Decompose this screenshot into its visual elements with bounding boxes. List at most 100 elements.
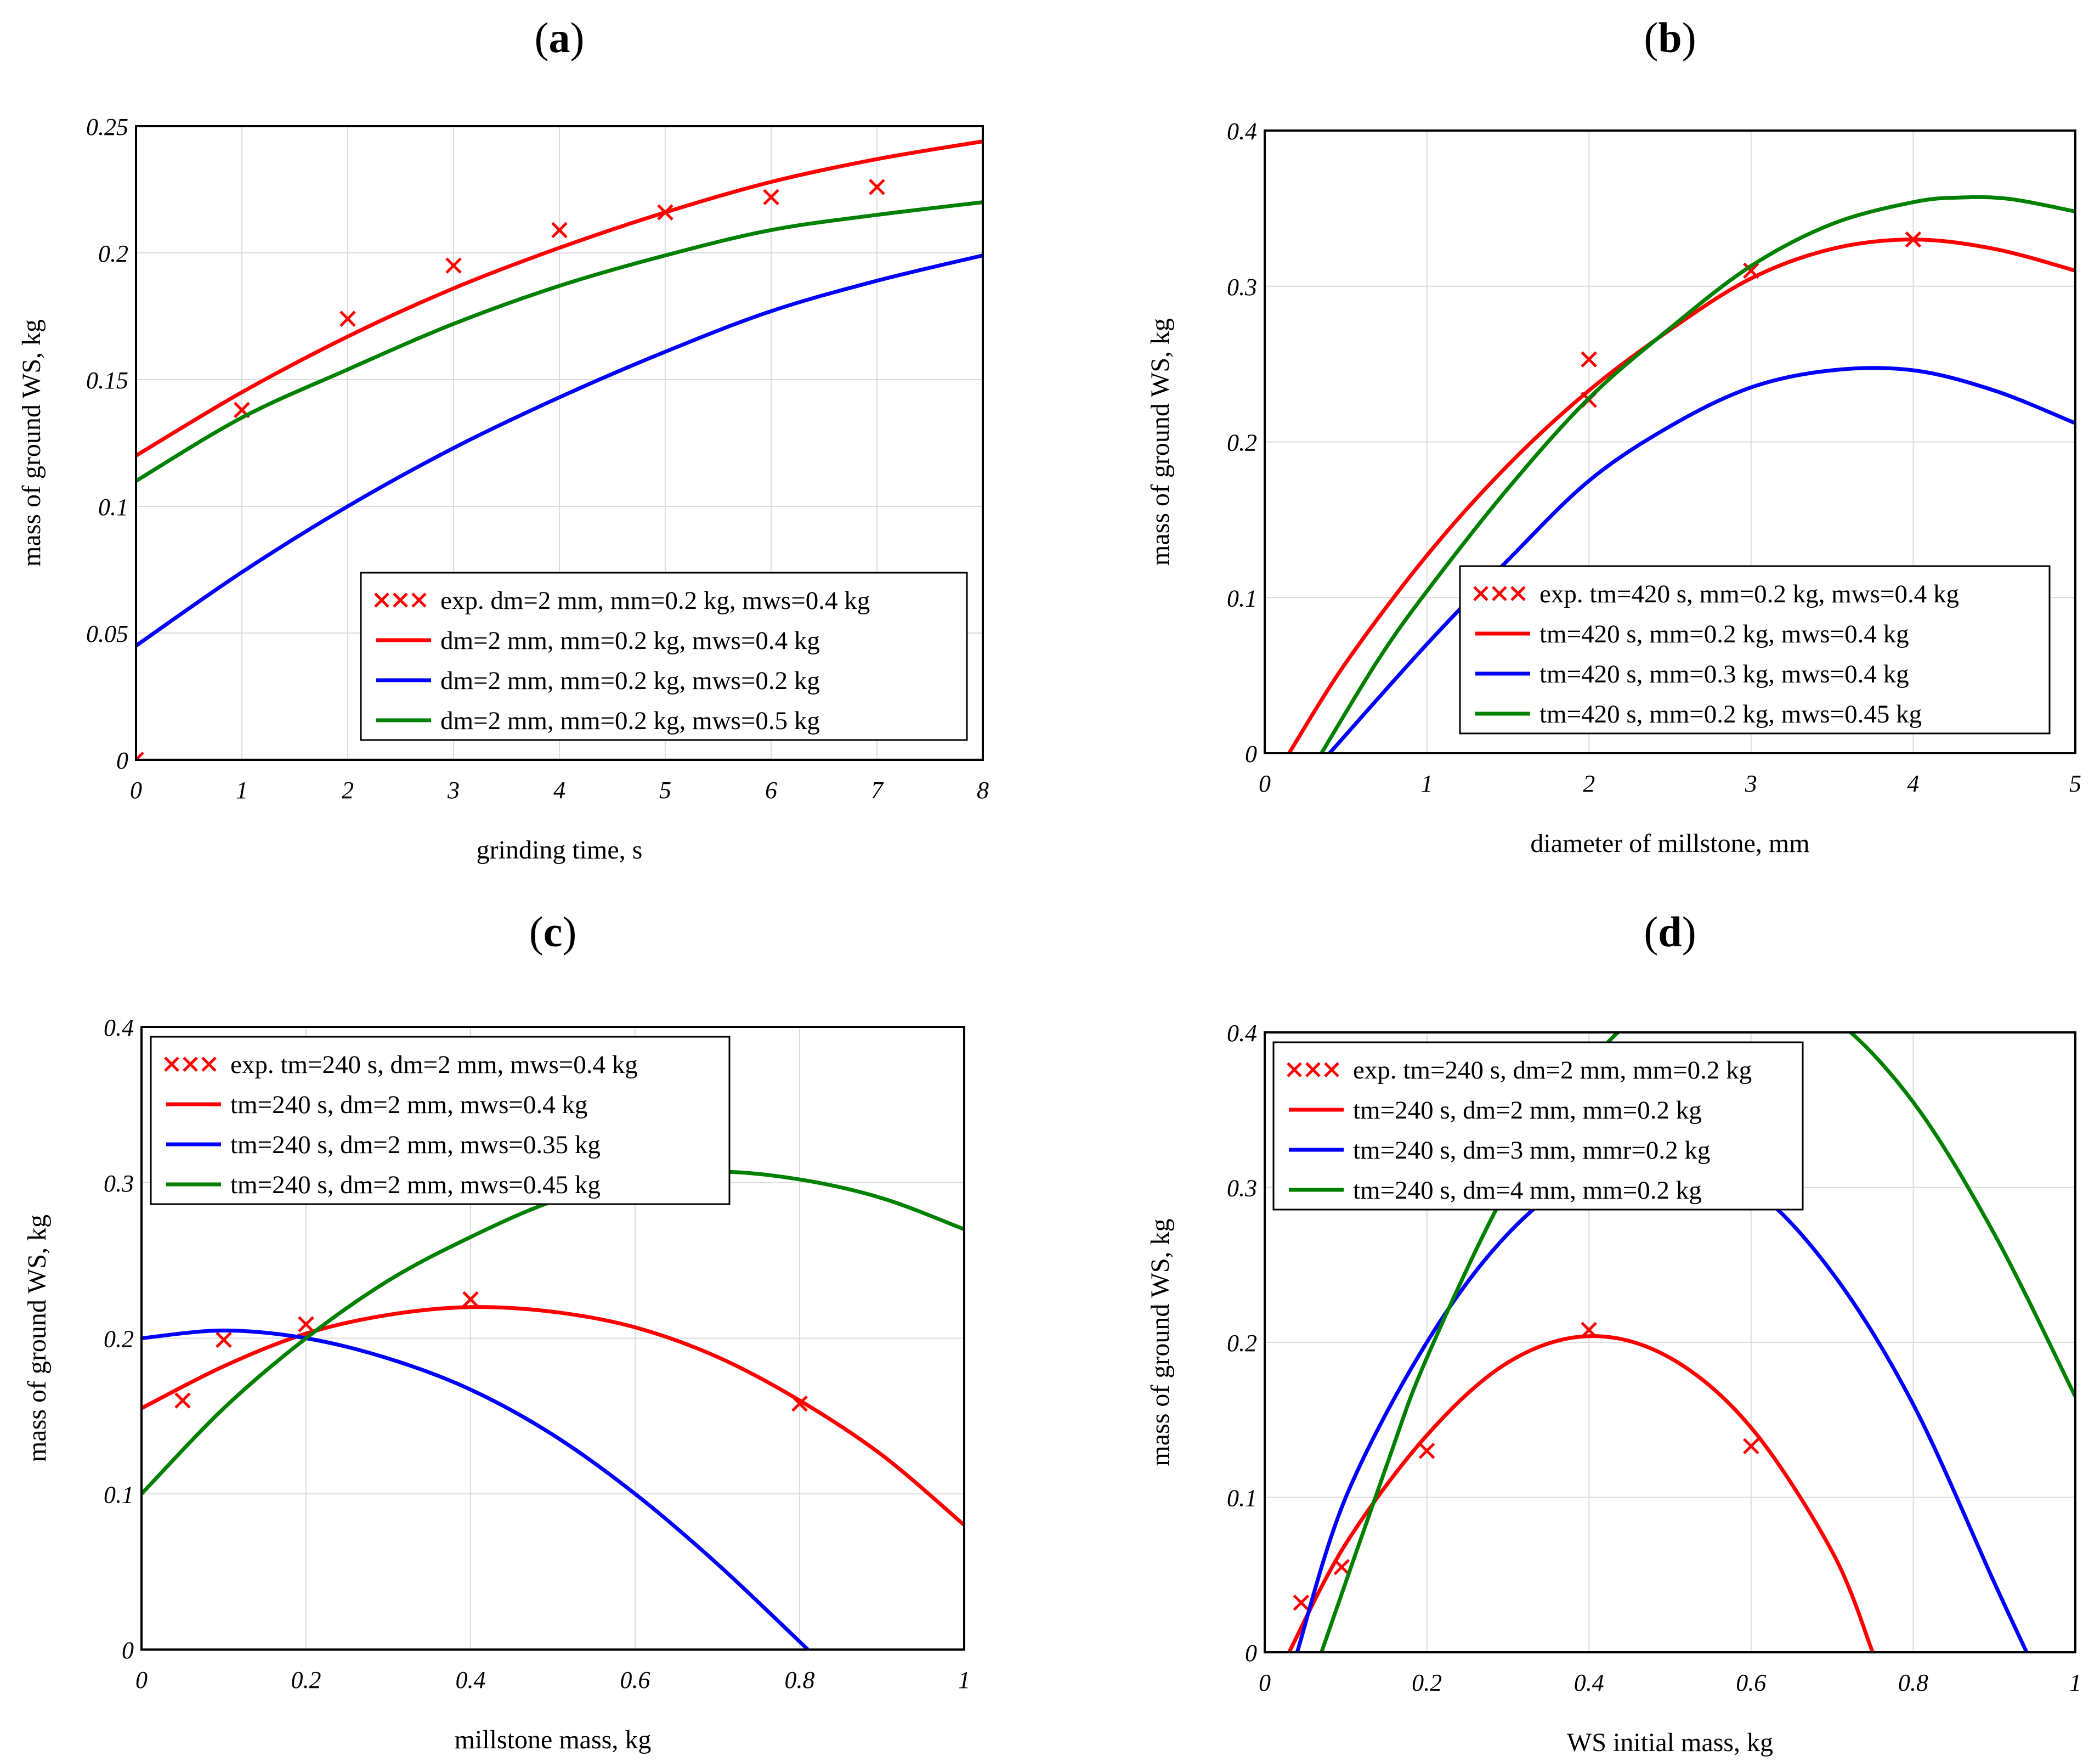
x-tick-label: 8	[977, 777, 989, 804]
legend-entry-label: tm=240 s, dm=4 mm, mm=0.2 kg	[1353, 1176, 1702, 1205]
data-point-marker	[1581, 351, 1597, 368]
legend-entry-label: exp. tm=240 s, dm=2 mm, mm=0.2 kg	[1353, 1056, 1752, 1085]
legend-swatch	[374, 592, 427, 608]
plot-frame	[1264, 1031, 2076, 1653]
data-point-marker	[763, 189, 779, 206]
y-tick-label: 0.25	[86, 114, 128, 140]
legend-box	[1272, 1041, 1804, 1211]
panel-letter: a	[549, 14, 570, 61]
x-tick-label: 3	[1745, 770, 1757, 797]
legend-entry-label: tm=240 s, dm=2 mm, mm=0.2 kg	[1353, 1096, 1702, 1125]
y-tick-label: 0.2	[104, 1326, 134, 1353]
legend-entry-label: exp. tm=420 s, mm=0.2 kg, mws=0.4 kg	[1539, 580, 1959, 608]
y-tick-label: 0.4	[1227, 1020, 1257, 1047]
legend-box	[1459, 565, 2051, 735]
x-axis-label: WS initial mass, kg	[1567, 1728, 1773, 1757]
legend-box	[360, 572, 968, 741]
y-tick-label: 0.1	[104, 1481, 134, 1508]
y-tick-label: 0.3	[1227, 274, 1257, 301]
data-point-marker	[1418, 1442, 1435, 1459]
legend: exp. dm=2 mm, mm=0.2 kg, mws=0.4 kg dm=2 …	[360, 572, 968, 741]
panel-title: (c)	[529, 908, 577, 956]
plot-frame	[1264, 129, 2076, 754]
legend: exp. tm=240 s, dm=2 mm, mws=0.4 kg tm=240…	[150, 1036, 731, 1205]
legend-entry-label: tm=420 s, mm=0.2 kg, mws=0.4 kg	[1539, 620, 1909, 648]
x-tick-label: 1	[236, 777, 248, 804]
y-tick-label: 0	[1245, 741, 1257, 767]
legend-entry-label: exp. tm=240 s, dm=2 mm, mws=0.4 kg	[230, 1051, 638, 1079]
y-tick-label: 0.4	[1227, 118, 1257, 145]
y-axis-label: mass of ground WS, kg	[1146, 1218, 1175, 1466]
x-tick-label: 5	[659, 777, 671, 804]
legend-entry-label: dm=2 mm, mm=0.2 kg, mws=0.2 kg	[440, 667, 820, 695]
series-line-red	[136, 139, 983, 458]
panel-letter: b	[1658, 14, 1682, 61]
legend-entry-label: tm=420 s, mm=0.3 kg, mws=0.4 kg	[1539, 660, 1909, 688]
x-tick-label: 0.8	[1898, 1669, 1928, 1696]
x-axis-label: millstone mass, kg	[455, 1725, 652, 1754]
series-line-green	[1320, 195, 2075, 753]
y-axis-label: mass of ground WS, kg	[22, 1215, 52, 1462]
y-tick-label: 0.1	[1227, 1485, 1257, 1512]
panel-title: (a)	[535, 14, 585, 61]
legend: exp. tm=420 s, mm=0.2 kg, mws=0.4 kg tm=4…	[1459, 565, 2051, 735]
legend: exp. tm=240 s, dm=2 mm, mm=0.2 kg tm=240 …	[1272, 1041, 1804, 1211]
data-point-marker	[136, 752, 144, 760]
data-point-marker	[462, 1291, 479, 1308]
y-tick-label: 0	[116, 747, 128, 774]
legend-entry-label: tm=240 s, dm=2 mm, mws=0.45 kg	[230, 1171, 601, 1199]
data-point-marker	[1333, 1558, 1350, 1575]
x-axis-label: diameter of millstone, mm	[1530, 829, 1809, 858]
panel-letter: d	[1658, 908, 1682, 956]
series-line-green	[136, 200, 983, 483]
legend-entry-label: tm=240 s, dm=3 mm, mmr=0.2 kg	[1353, 1136, 1710, 1165]
y-tick-label: 0.3	[1227, 1175, 1257, 1202]
y-tick-label: 0.05	[86, 620, 128, 647]
series-line-red	[141, 1305, 964, 1527]
panel-d: (d) 0 0.2 0.4 0.6 0.8 1 0 0.1 0.2 0.3 0.4 WS initial…	[1146, 908, 2081, 1757]
x-tick-label: 2	[342, 777, 354, 804]
series-line-blue	[136, 253, 983, 647]
y-axis-label: mass of ground WS, kg	[17, 319, 46, 567]
legend-swatch	[1473, 586, 1526, 601]
series-line-blue	[141, 1328, 810, 1650]
legend-entry-label: tm=240 s, dm=2 mm, mws=0.4 kg	[230, 1091, 587, 1119]
series-line-green	[1320, 1032, 2075, 1652]
legend-entry-label: tm=420 s, mm=0.2 kg, mws=0.45 kg	[1539, 700, 1922, 728]
plot-area	[136, 139, 983, 760]
series-line-blue	[1328, 366, 2075, 753]
y-tick-label: 0	[122, 1637, 134, 1664]
y-axis-label: mass of ground WS, kg	[1146, 318, 1175, 566]
data-point-marker	[1743, 1438, 1759, 1455]
panel-b: (b) 0 1 2 3 4 5 0 0.1 0.2 0.3 0.4 diameter of millst…	[1146, 14, 2081, 858]
x-tick-label: 2	[1583, 770, 1595, 797]
legend-entry-label: dm=2 mm, mm=0.2 kg, mws=0.4 kg	[440, 626, 820, 655]
x-tick-label: 0	[135, 1667, 148, 1693]
panel-c: (c) 0 0.2 0.4 0.6 0.8 1 0 0.1 0.2 0.3 0.4 millstone …	[22, 908, 970, 1754]
data-point-marker	[298, 1316, 314, 1332]
data-point-marker	[1293, 1594, 1310, 1611]
panel-title: (b)	[1644, 14, 1696, 61]
panel-a: (a) 0 1 2 3 4 5 6 7 8 0 0.05 0.1 0.15 0.2 0.25 grinding …	[17, 14, 989, 865]
x-tick-label: 7	[871, 777, 884, 804]
data-point-marker	[339, 310, 356, 327]
panel-letter: c	[544, 908, 563, 956]
y-tick-label: 0.1	[98, 494, 128, 521]
data-point-marker	[174, 1392, 191, 1409]
plot-area	[1287, 195, 2075, 753]
y-tick-label: 0.2	[1227, 1330, 1257, 1357]
plot-area	[141, 1170, 964, 1650]
series-line-green	[141, 1170, 964, 1495]
x-tick-label: 6	[765, 777, 777, 804]
x-tick-label: 0.6	[1736, 1669, 1766, 1696]
data-point-marker	[551, 222, 568, 239]
x-tick-label: 1	[958, 1667, 970, 1693]
legend-swatch	[164, 1057, 217, 1072]
legend-entry-label: exp. dm=2 mm, mm=0.2 kg, mws=0.4 kg	[440, 586, 870, 615]
x-tick-label: 1	[2069, 1669, 2081, 1696]
data-point-marker	[216, 1331, 232, 1348]
data-point-marker	[869, 179, 885, 195]
y-tick-label: 0.2	[98, 240, 128, 267]
y-tick-label: 0.2	[1227, 430, 1257, 456]
